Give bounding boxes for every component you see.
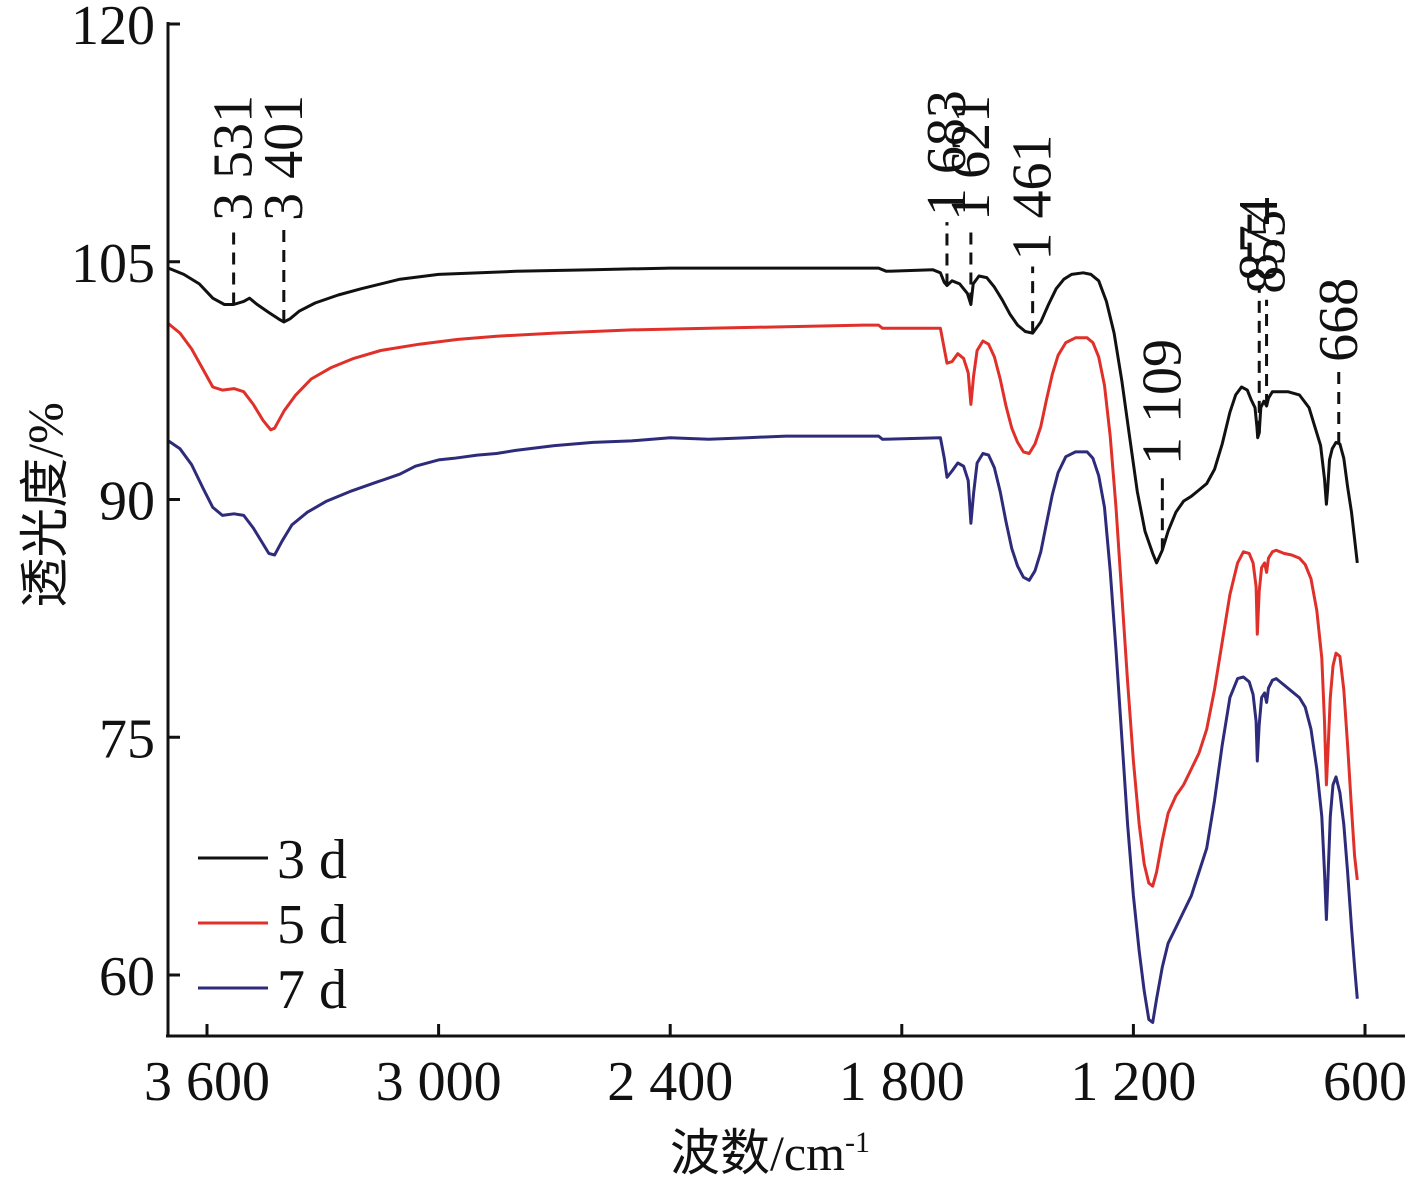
y-ticks: 60 75 90 105 120	[71, 0, 180, 1008]
peak-label: 1 621	[940, 95, 1002, 221]
legend-label: 7 d	[277, 959, 347, 1021]
x-axis-label: 波数/cm-1	[670, 1125, 870, 1181]
peak-label: 855	[1236, 210, 1298, 294]
peak-label: 1 461	[1002, 135, 1064, 261]
y-axis-label: 透光度/%	[17, 402, 73, 608]
legend-label: 3 d	[277, 829, 347, 891]
series-line-5d	[167, 322, 1359, 888]
x-tick-label: 600	[1323, 1051, 1407, 1113]
y-tick-label: 75	[99, 708, 155, 770]
peak-label: 3 401	[253, 95, 315, 221]
peak-label: 874	[1228, 197, 1290, 281]
peak-label: 1 109	[1131, 339, 1193, 465]
series-line-3d	[167, 266, 1359, 565]
x-tick-label: 2 400	[607, 1051, 733, 1113]
legend: 3 d5 d7 d	[198, 829, 347, 1021]
peak-label: 1 683	[916, 90, 978, 216]
x-ticks: 3 600 3 000 2 400 1 800 1 200 600	[144, 1024, 1407, 1113]
peak-label: 668	[1308, 278, 1370, 362]
x-tick-label: 1 800	[839, 1051, 965, 1113]
legend-label: 5 d	[277, 894, 347, 956]
y-tick-label: 60	[99, 946, 155, 1008]
x-tick-label: 3 600	[144, 1051, 270, 1113]
axes	[166, 22, 1405, 1038]
x-tick-label: 3 000	[376, 1051, 502, 1113]
peak-label: 3 531	[203, 95, 265, 221]
y-tick-label: 120	[71, 0, 155, 57]
spectrum-series	[167, 266, 1359, 1024]
y-tick-label: 105	[71, 233, 155, 295]
x-tick-label: 1 200	[1070, 1051, 1196, 1113]
x-axis-label-superscript: -1	[845, 1126, 870, 1159]
y-tick-label: 90	[99, 471, 155, 533]
series-line-7d	[167, 434, 1359, 1024]
